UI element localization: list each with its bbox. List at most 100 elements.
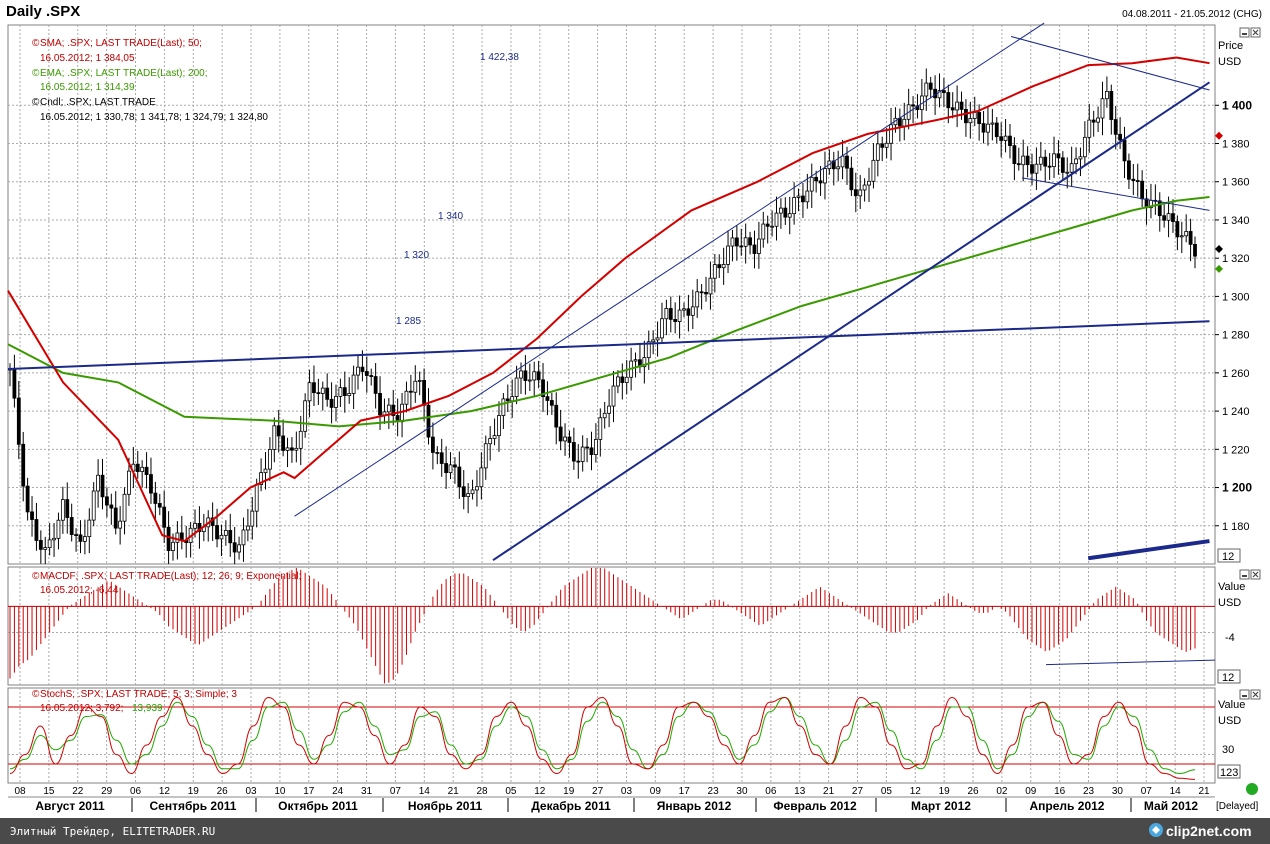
candle-body — [950, 107, 955, 111]
candle-body — [946, 92, 951, 109]
candle-body — [329, 398, 334, 408]
candle-body — [334, 395, 338, 408]
x-tick-label-day: 12 — [910, 786, 922, 797]
candle-body — [774, 212, 779, 227]
delayed-label: [Delayed] — [1216, 801, 1258, 812]
candle-body — [34, 519, 39, 541]
y-tick-label: 1 400 — [1222, 98, 1252, 112]
candle-body — [171, 541, 175, 551]
candle-body — [862, 184, 867, 191]
candle-body — [347, 393, 352, 396]
legend-icon[interactable]: © — [32, 68, 40, 79]
stoch-panel-frame — [7, 687, 1216, 784]
candle-body — [386, 404, 391, 413]
candle-body — [514, 377, 519, 397]
candle-body — [642, 357, 647, 368]
candle-body — [730, 237, 735, 247]
candle-body — [1047, 165, 1052, 168]
candle-body — [651, 339, 656, 343]
candle-body — [369, 375, 374, 377]
x-tick-label-day: 12 — [534, 786, 546, 797]
y-tick-label: 1 360 — [1222, 177, 1250, 189]
minimize-icon[interactable] — [1239, 569, 1250, 580]
candle-body — [65, 499, 70, 518]
x-tick-label-day: 21 — [823, 786, 835, 797]
candle-body — [417, 380, 422, 382]
candle-body — [1016, 163, 1021, 166]
annotation-1320: 1 320 — [404, 250, 429, 261]
candle-body — [880, 143, 885, 148]
candle-body — [56, 519, 61, 539]
candle-body — [756, 238, 761, 254]
candle-body — [404, 390, 409, 405]
minimize-icon[interactable] — [1239, 27, 1250, 38]
x-tick-label-day: 23 — [708, 786, 720, 797]
candle-body — [708, 277, 713, 295]
x-tick-label-day: 05 — [881, 786, 893, 797]
legend-icon[interactable]: © — [32, 38, 40, 49]
sma-50-line — [7, 56, 1210, 543]
x-tick-label-day: 07 — [390, 786, 402, 797]
candle-body — [272, 425, 277, 450]
candle-body — [580, 446, 585, 462]
candle-body — [364, 371, 369, 376]
candle-body — [620, 376, 625, 383]
candle-body — [783, 207, 788, 218]
candle-body — [660, 318, 664, 339]
price-marker-icon — [1215, 131, 1223, 140]
candle-body — [1104, 90, 1109, 100]
sma-legend-value: 16.05.2012; 1 384,05 — [40, 53, 135, 64]
candle-body — [607, 405, 612, 414]
candle-body — [1109, 90, 1114, 120]
candle-body — [1060, 157, 1065, 173]
candle-body — [1052, 153, 1056, 167]
candle-body — [312, 382, 316, 394]
candle-body — [391, 404, 396, 416]
legend-icon[interactable]: © — [32, 689, 40, 700]
candle-body — [558, 426, 563, 442]
candle-body — [739, 245, 744, 248]
x-tick-label-day: 06 — [130, 786, 142, 797]
candle-body — [1038, 156, 1043, 165]
x-tick-label-month: Апрель 2012 — [1030, 799, 1105, 813]
candle-body — [263, 468, 268, 474]
candle-body — [959, 101, 964, 110]
candle-body — [241, 529, 246, 546]
candle-body — [602, 412, 607, 419]
legend-icon[interactable]: © — [32, 97, 40, 108]
stoch-axis-currency: USD — [1218, 715, 1241, 727]
candle-body — [871, 159, 876, 182]
y-tick-label: 1 300 — [1222, 291, 1250, 303]
stoch-axis-title: Value — [1218, 699, 1245, 711]
candle-body — [792, 197, 797, 215]
candle-body — [836, 166, 841, 170]
candle-body — [237, 544, 241, 553]
macd-axis-title: Value — [1218, 581, 1245, 593]
x-tick-label-day: 21 — [448, 786, 460, 797]
macd-axis-currency: USD — [1218, 597, 1241, 609]
candle-body — [12, 368, 17, 399]
y-tick-label: 1 340 — [1222, 215, 1250, 227]
stoch-panel-buttons — [1239, 689, 1261, 700]
candle-body — [38, 540, 43, 550]
candle-body — [867, 180, 871, 186]
legend-icon[interactable]: © — [32, 571, 40, 582]
x-tick-label-day: 12 — [159, 786, 171, 797]
candle-body — [611, 385, 616, 407]
x-tick-label-day: 05 — [505, 786, 517, 797]
trendline — [294, 22, 1045, 517]
minimize-icon[interactable] — [1239, 689, 1250, 700]
price-corner-label: 12 — [1222, 551, 1234, 563]
x-tick-label-day: 17 — [303, 786, 315, 797]
candle-body — [1135, 180, 1140, 182]
x-tick-label-day: 27 — [852, 786, 864, 797]
candle-body — [113, 507, 118, 529]
candle-body — [527, 379, 532, 382]
candle-body — [668, 308, 673, 320]
x-tick-label-day: 19 — [563, 786, 575, 797]
x-tick-label-day: 27 — [592, 786, 604, 797]
candle-body — [294, 447, 299, 451]
candle-body — [298, 430, 303, 449]
candle-body — [994, 122, 999, 138]
candle-body — [135, 463, 140, 472]
